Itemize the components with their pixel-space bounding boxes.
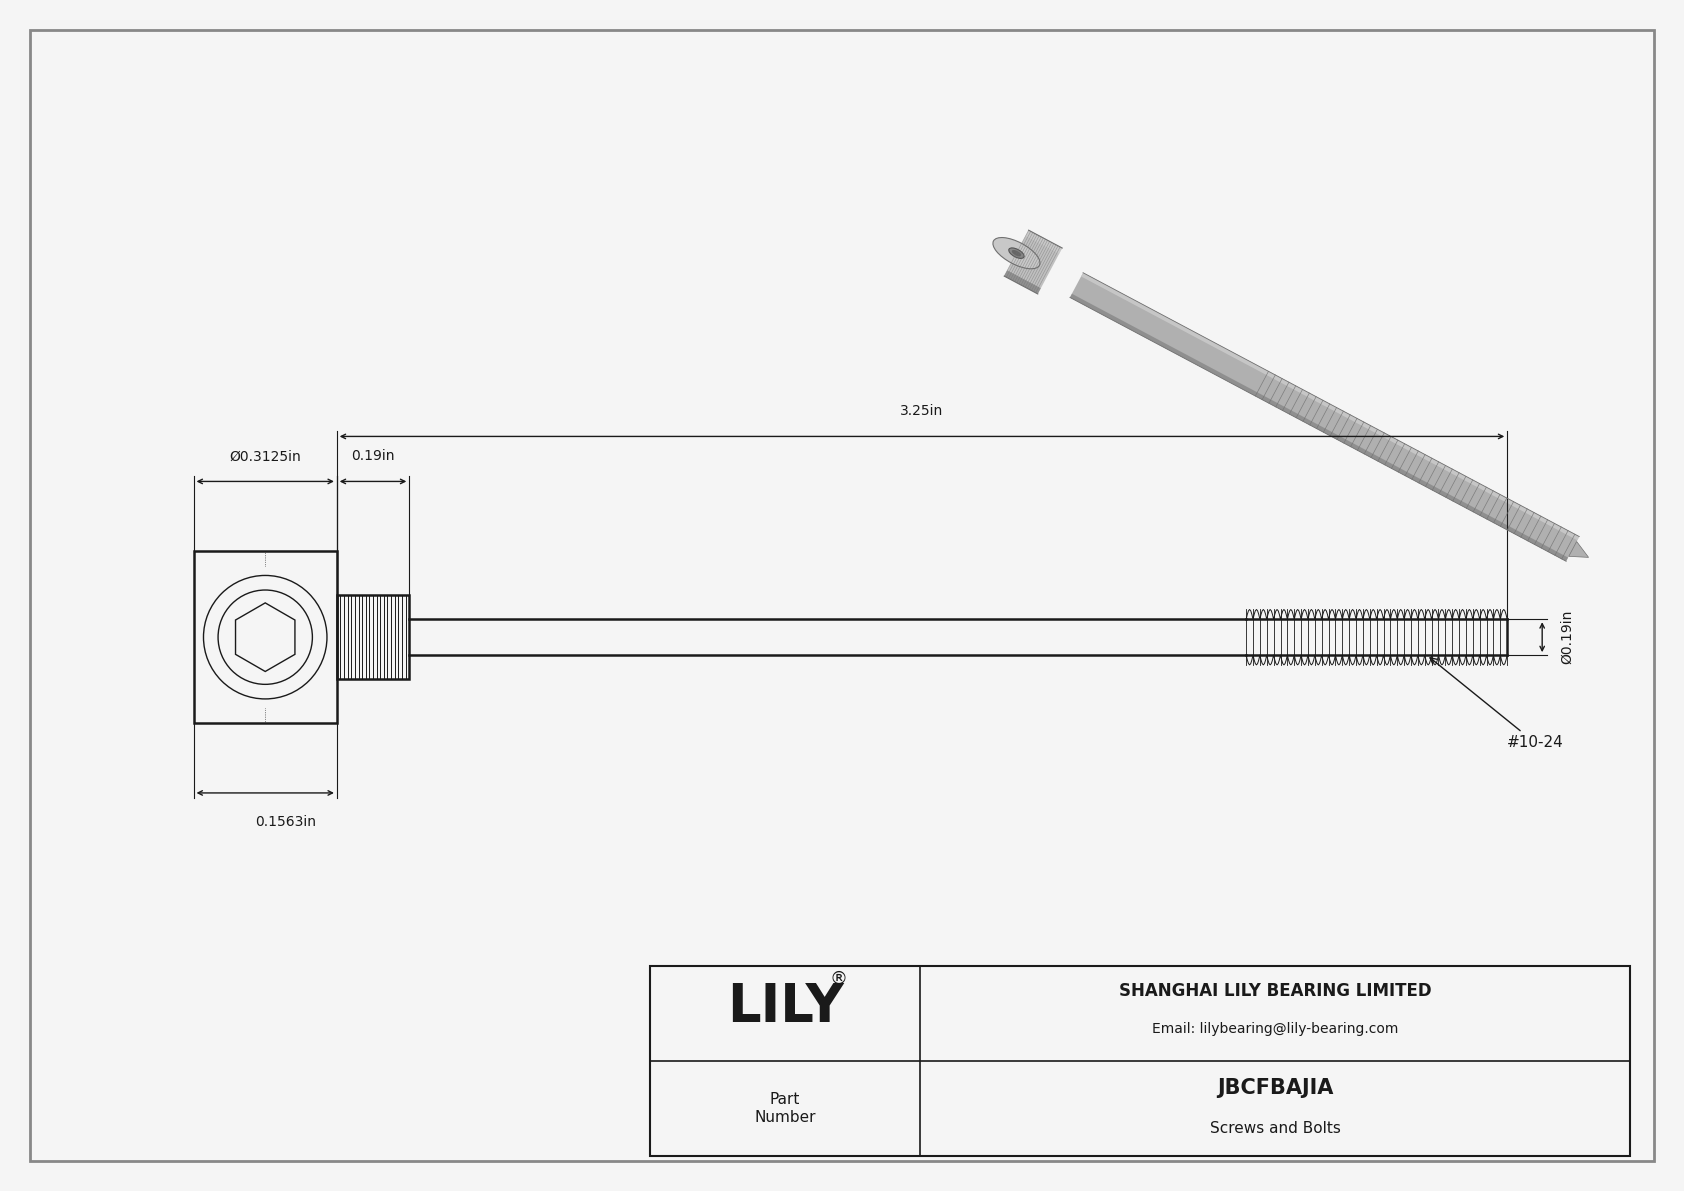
Text: Part
Number: Part Number [754, 1092, 815, 1124]
Text: 0.19in: 0.19in [352, 449, 394, 463]
Polygon shape [1081, 273, 1580, 541]
Bar [194, 551, 337, 723]
Polygon shape [1069, 294, 1568, 561]
Polygon shape [1026, 230, 1063, 254]
Polygon shape [1569, 542, 1588, 557]
Polygon shape [1069, 273, 1580, 561]
Polygon shape [1004, 270, 1041, 294]
Text: ®: ® [830, 969, 849, 987]
Text: #10-24: #10-24 [1430, 657, 1563, 750]
Text: SHANGHAI LILY BEARING LIMITED: SHANGHAI LILY BEARING LIMITED [1118, 983, 1431, 1000]
Ellipse shape [1012, 250, 1021, 256]
Text: 3.25in: 3.25in [901, 405, 943, 418]
Text: Ø0.19in: Ø0.19in [1559, 610, 1575, 665]
Text: Screws and Bolts: Screws and Bolts [1209, 1121, 1340, 1136]
Text: JBCFBAJIA: JBCFBAJIA [1218, 1079, 1334, 1098]
Text: Email: lilybearing@lily-bearing.com: Email: lilybearing@lily-bearing.com [1152, 1022, 1398, 1035]
Polygon shape [1004, 230, 1063, 294]
Bar [337, 596, 409, 679]
Text: Ø0.3125in: Ø0.3125in [229, 449, 301, 463]
Bar [650, 966, 1630, 1156]
Text: LILY: LILY [726, 981, 844, 1034]
Text: 0.1563in: 0.1563in [254, 815, 315, 829]
Ellipse shape [994, 237, 1041, 269]
Ellipse shape [1009, 248, 1024, 258]
